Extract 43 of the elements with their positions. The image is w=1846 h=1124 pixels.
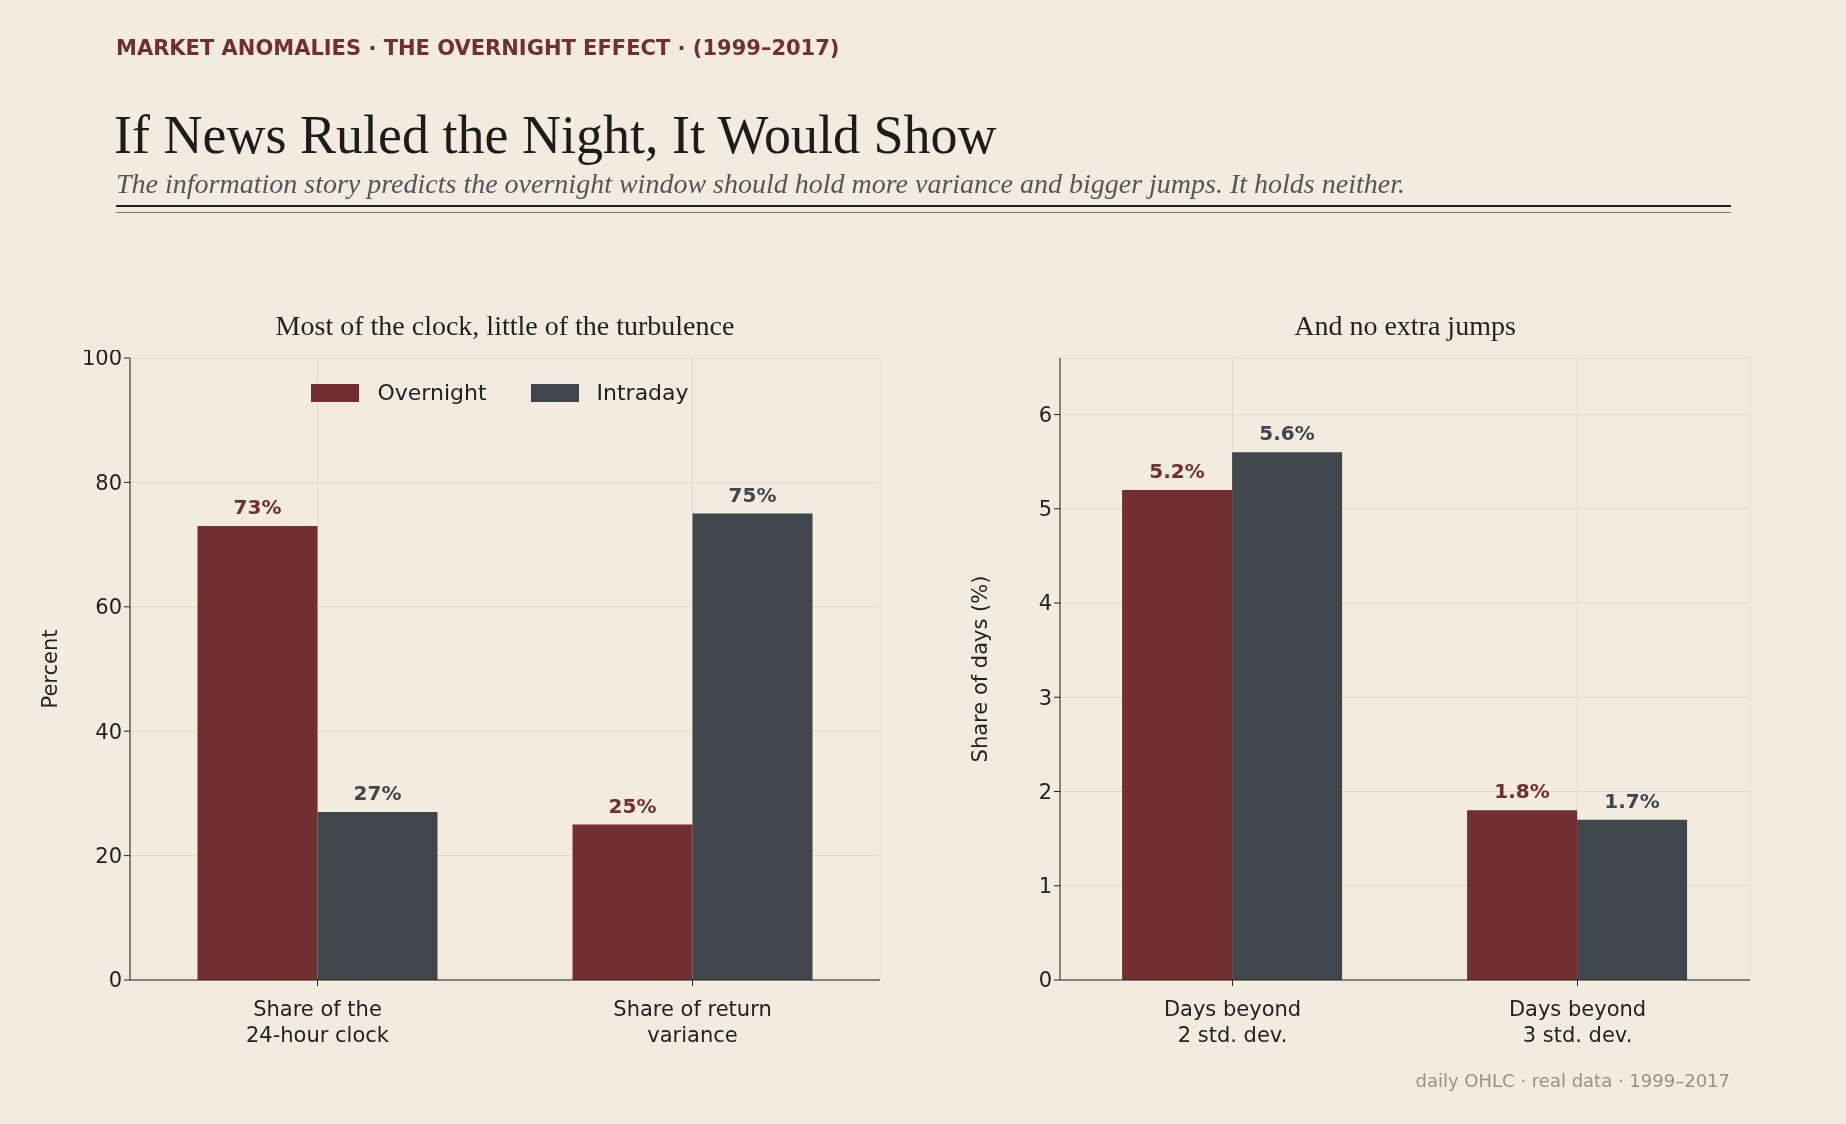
y-tick-label: 3 [1038,685,1052,710]
y-tick-label: 100 [81,346,122,371]
text: daily OHLC · real data · 1999–2017 [1415,1070,1730,1091]
text: The information story predicts the overnight window should hold more variance and bigger jumps. It holds neither. [116,168,1405,200]
bar [1122,489,1233,980]
data-label: 5.6% [1259,421,1315,446]
x-tick-label: Days beyond 3 std. dev. [1508,997,1647,1047]
y-tick-label: 6 [1038,403,1052,427]
x-tick-label: Share of the 24-hour clock [245,997,390,1047]
x-tick-label: Share of return variance [613,997,772,1047]
text: MARKET ANOMALIES · THE OVERNIGHT EFFECT · (1999–2017) [116,36,840,60]
bar [692,513,813,980]
legend-label: Intraday [595,380,689,405]
y-tick-label: 0 [108,968,122,993]
y-axis-title: Share of days (%) [968,575,993,763]
y-tick-label: 1 [1038,874,1052,899]
y-tick-label: 20 [95,844,122,869]
legend-label: Overnight [376,380,487,405]
y-tick-label: 80 [95,470,122,495]
data-label: 27% [353,781,402,806]
bar [1467,810,1578,980]
x-tick-label: Days beyond 2 std. dev. [1163,997,1302,1047]
bar [1232,452,1343,980]
bar [1577,819,1688,980]
y-tick-label: 0 [1038,968,1052,993]
bar [572,824,693,980]
y-tick-label: 5 [1038,497,1052,522]
chart-title: And no extra jumps [1293,310,1517,343]
data-label: 1.7% [1604,788,1660,813]
data-label: 73% [233,494,282,519]
chart-title: Most of the clock, little of the turbulence [275,310,735,341]
text: If News Ruled the Night, It Would Show [114,104,997,166]
data-label: 25% [608,793,657,818]
y-tick-label: 40 [95,719,122,744]
data-label: 1.8% [1494,779,1550,804]
bar [197,525,318,980]
data-label: 75% [728,482,777,507]
y-axis-title: Percent [38,629,63,709]
y-tick-label: 60 [95,595,122,620]
y-tick-label: 2 [1038,779,1052,804]
bar [317,812,438,980]
data-label: 5.2% [1149,458,1205,483]
y-tick-label: 4 [1038,591,1052,616]
